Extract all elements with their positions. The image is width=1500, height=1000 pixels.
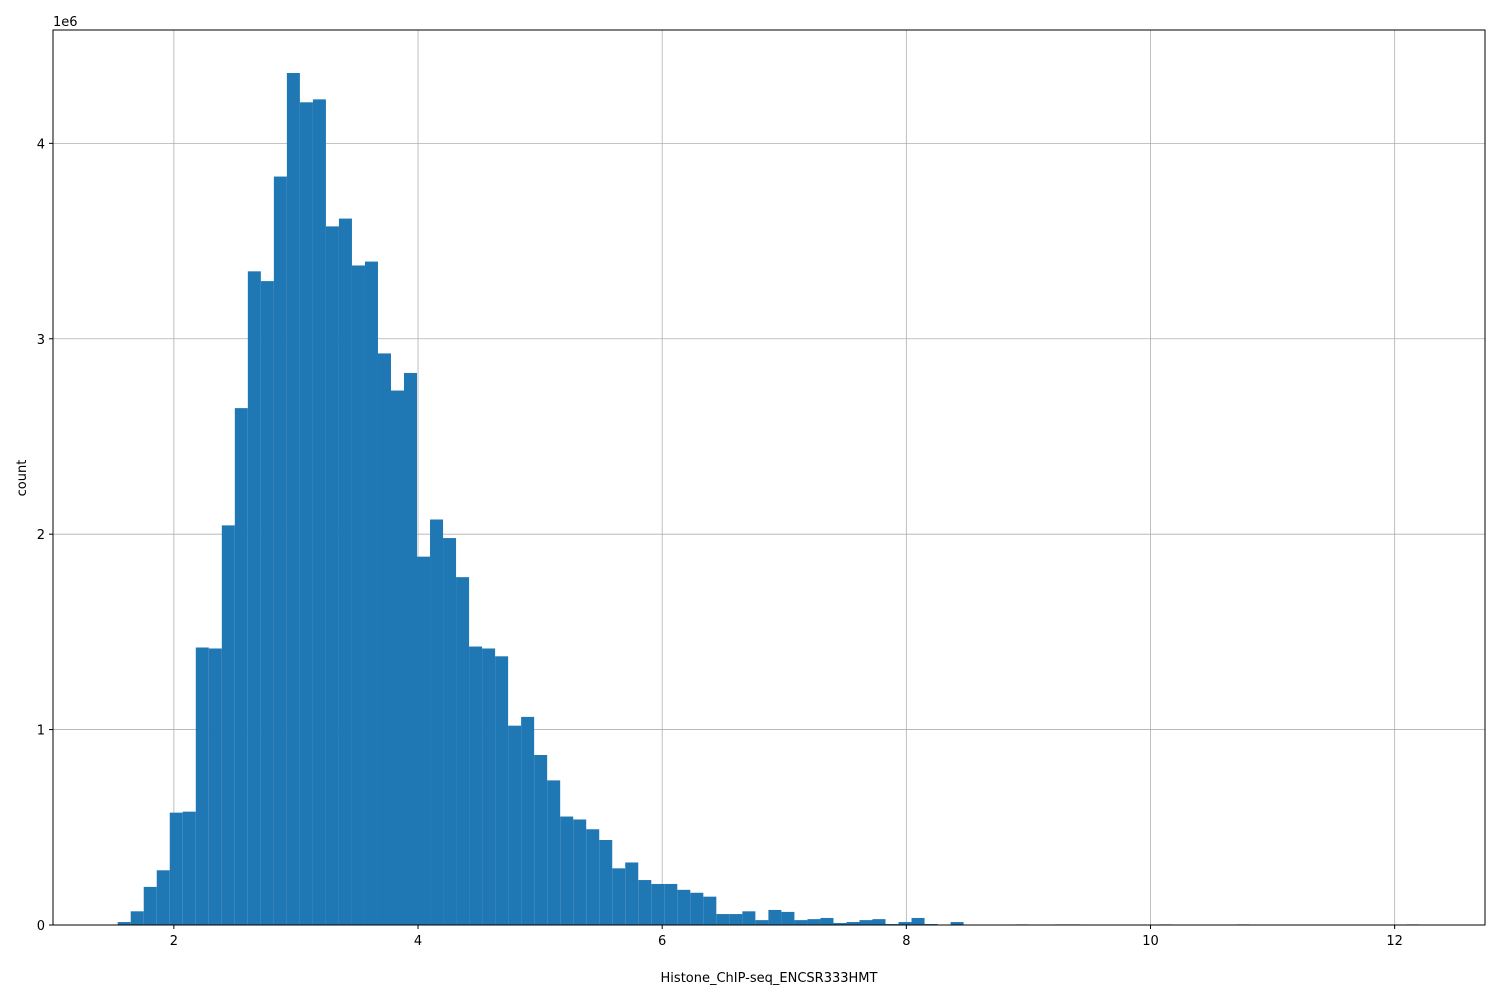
histogram-bar (872, 919, 886, 925)
histogram-bar (755, 920, 769, 925)
histogram-bar (612, 868, 626, 925)
histogram-bar (208, 648, 222, 925)
x-tick-label: 2 (170, 934, 178, 949)
histogram-bar (807, 919, 821, 925)
histogram-bar (443, 538, 457, 925)
histogram-bar (390, 390, 405, 925)
histogram-bar (130, 911, 144, 925)
histogram-bar (195, 647, 209, 925)
histogram-bar (469, 646, 483, 925)
histogram-bar (404, 372, 418, 925)
y-tick-label: 4 (37, 137, 45, 152)
plot-frame (52, 29, 1486, 926)
histogram-bar (703, 896, 717, 925)
histogram-bar (690, 892, 704, 925)
histogram-bar (260, 281, 274, 925)
histogram-bar (312, 99, 326, 926)
y-tick-label: 3 (37, 333, 45, 348)
histogram-bar (833, 923, 847, 925)
y-offset-label: 1e6 (53, 15, 78, 30)
histogram-bar (534, 754, 548, 925)
histogram-bar (573, 819, 587, 925)
x-tick-label: 4 (414, 934, 422, 949)
x-tick-label: 10 (1142, 934, 1159, 949)
histogram-bar (664, 883, 678, 925)
histogram-bar (521, 716, 535, 925)
histogram-bar (117, 922, 131, 925)
histogram-bar (677, 889, 691, 925)
histogram-bar (299, 102, 313, 926)
histogram-bar (846, 922, 860, 925)
histogram-bar (495, 656, 509, 925)
y-tick-label: 2 (37, 528, 45, 543)
histogram-bar (625, 862, 639, 925)
histogram-bar (273, 176, 287, 925)
y-axis-label: count (15, 460, 30, 497)
y-tick-label: 0 (37, 919, 45, 934)
x-tick-label: 6 (658, 934, 666, 949)
x-tick-label: 8 (902, 934, 910, 949)
x-tick-label: 12 (1386, 934, 1403, 949)
histogram-bar (221, 525, 235, 925)
histogram-bars (117, 72, 1420, 926)
histogram-bar (377, 353, 391, 925)
histogram-bar (898, 922, 912, 925)
histogram-bar (338, 218, 352, 926)
histogram-bar (456, 577, 470, 925)
histogram-bar (286, 72, 300, 925)
histogram-bar (364, 261, 378, 925)
histogram-bar (729, 914, 743, 925)
histogram-bar (911, 917, 925, 925)
histogram-bar (638, 880, 652, 925)
histogram-bar (651, 883, 665, 925)
histogram-bar (820, 917, 834, 925)
histogram-bar (156, 870, 170, 925)
histogram-bar (716, 914, 730, 925)
histogram-bar (950, 922, 964, 925)
histogram-bar (781, 911, 795, 925)
x-axis-label: Histone_ChIP-seq_ENCSR333HMT (661, 971, 878, 986)
histogram-bar (547, 780, 561, 925)
histogram-bar (247, 271, 261, 925)
histogram-bar (417, 556, 431, 925)
histogram-bar (143, 886, 157, 925)
histogram-bar (351, 265, 365, 926)
histogram-bar (794, 920, 808, 925)
histogram-bar (430, 519, 444, 925)
histogram-bar (508, 725, 522, 925)
histogram-bar (482, 648, 496, 925)
histogram-bar (234, 408, 248, 926)
histogram-bar (859, 920, 873, 925)
histogram-bar (560, 816, 574, 925)
y-tick-label: 1 (37, 724, 45, 739)
histogram-bar (169, 812, 183, 925)
histogram-bar (586, 829, 600, 925)
histogram-bar (599, 839, 613, 925)
histogram-bar (742, 911, 756, 925)
histogram-bar (182, 811, 196, 925)
histogram-bar (768, 909, 782, 925)
histogram-bar (325, 226, 339, 926)
